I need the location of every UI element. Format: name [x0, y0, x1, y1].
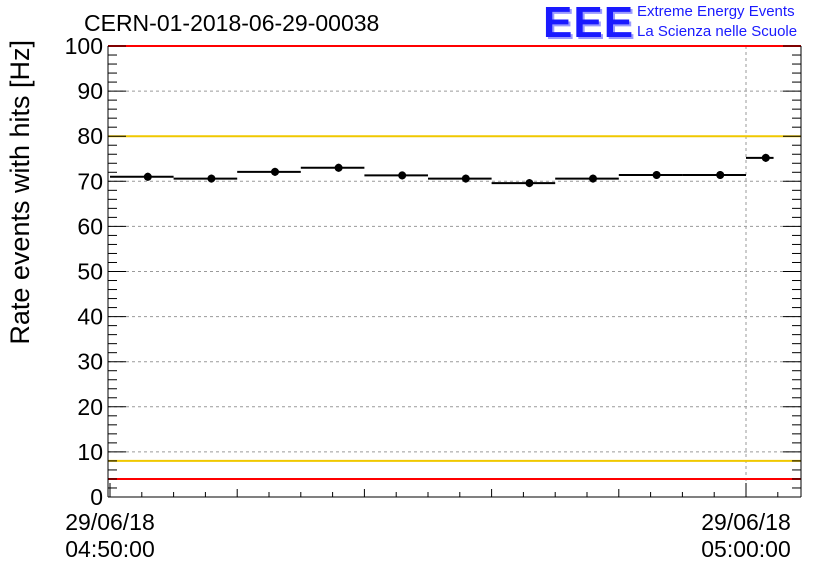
data-layer — [110, 153, 774, 188]
data-point — [207, 174, 216, 183]
y-tick-label: 20 — [77, 394, 103, 420]
data-point — [716, 170, 725, 179]
grid-layer — [108, 46, 801, 497]
y-tick-label: 0 — [90, 484, 103, 510]
y-tick-label: 40 — [77, 304, 103, 330]
data-point — [652, 170, 661, 179]
data-point — [334, 163, 343, 172]
y-tick-label: 90 — [77, 78, 103, 104]
y-tick-label: 70 — [77, 168, 103, 194]
data-point — [525, 179, 534, 188]
brand-line-2: La Scienza nelle Scuole — [637, 23, 798, 40]
y-tick-label: 10 — [77, 439, 103, 465]
y-tick-label: 30 — [77, 349, 103, 375]
data-point — [143, 172, 152, 181]
data-point — [461, 174, 470, 183]
y-tick-label: 50 — [77, 259, 103, 285]
data-point — [271, 167, 279, 176]
plot-frame — [107, 45, 802, 498]
y-tick-label: 60 — [77, 213, 103, 239]
data-point — [761, 153, 770, 162]
eee-logo: EEE — [543, 0, 635, 47]
y-tick-label: 100 — [65, 33, 103, 59]
x-tick-label-date: 29/06/18 — [701, 509, 791, 535]
brand-line-1: Extreme Energy Events — [637, 3, 795, 20]
x-tick-label-date: 29/06/18 — [65, 509, 155, 535]
y-tick-label: 80 — [77, 123, 103, 149]
data-point — [589, 174, 597, 183]
reference-lines — [108, 45, 801, 480]
y-axis-title: Rate events with hits [Hz] — [5, 40, 35, 345]
axis-labels: 010203040506070809010029/06/1804:50:0029… — [5, 33, 791, 562]
x-tick-label-time: 04:50:00 — [65, 536, 155, 562]
chart-title: CERN-01-2018-06-29-00038 — [84, 10, 380, 36]
data-point — [398, 171, 407, 180]
x-tick-label-time: 05:00:00 — [701, 536, 791, 562]
